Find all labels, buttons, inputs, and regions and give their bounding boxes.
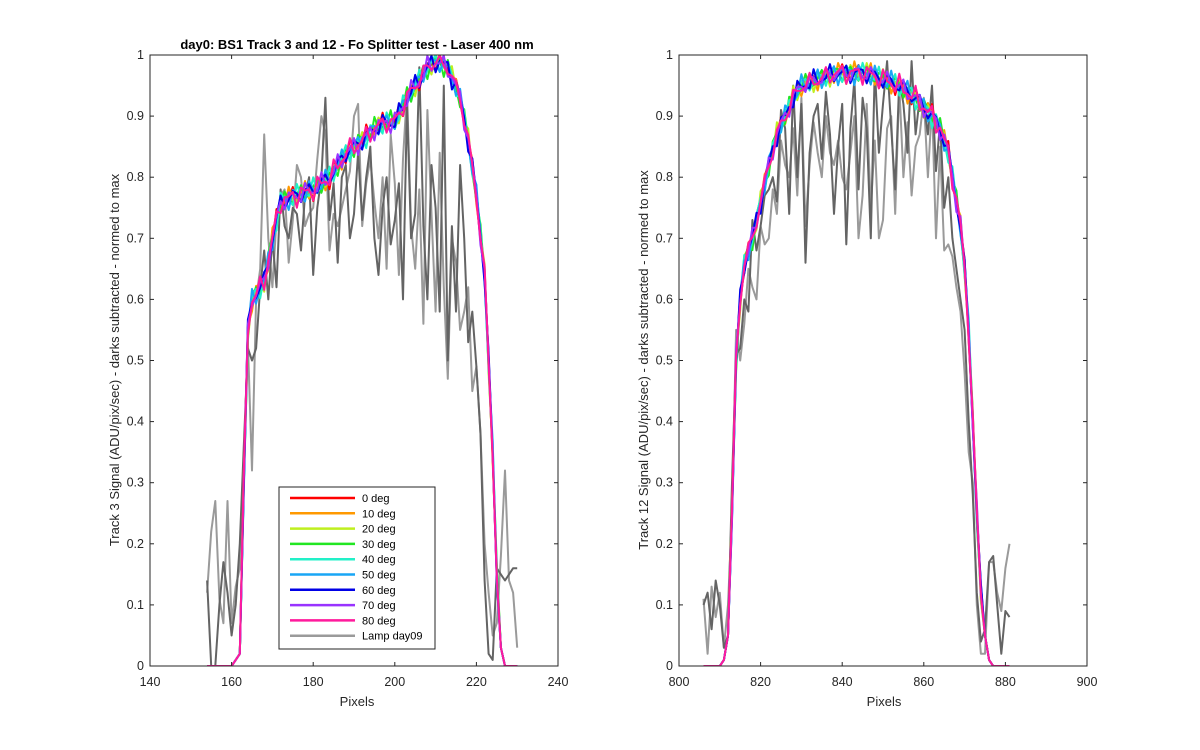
y-tick-label: 0.1 (127, 598, 144, 612)
legend-label: 50 deg (362, 570, 396, 582)
y-tick-label: 1 (666, 48, 673, 62)
x-tick-label: 240 (548, 675, 569, 689)
series-line-lamp (702, 84, 1011, 655)
y-tick-label: 0.9 (127, 109, 144, 123)
legend-label: Lamp day09 (362, 631, 423, 643)
y-tick-label: 0.2 (656, 537, 673, 551)
series-line-80-deg (703, 65, 1010, 666)
y-tick-label: 0 (137, 659, 144, 673)
x-tick-label: 820 (750, 675, 771, 689)
y-tick-label: 0.5 (127, 354, 144, 368)
series-lines (702, 60, 1011, 666)
legend-label: 30 deg (362, 539, 396, 551)
y-tick-label: 0.6 (127, 292, 144, 306)
series-line-80-deg (207, 55, 518, 666)
y-axis-label: Track 12 Signal (ADU/pix/sec) - darks su… (636, 170, 651, 550)
legend: 0 deg 10 deg 20 deg 30 deg 40 deg 50 deg 60 de… (278, 486, 436, 650)
x-axis-label: Pixels (340, 694, 375, 709)
x-tick-label: 140 (140, 675, 161, 689)
legend-label: 10 deg (362, 508, 396, 520)
y-tick-label: 0.1 (656, 598, 673, 612)
x-tick-label: 200 (384, 675, 405, 689)
y-tick-label: 0.3 (656, 476, 673, 490)
x-axis-label: Pixels (867, 694, 902, 709)
plot-area (679, 55, 1087, 666)
legend-label: 70 deg (362, 600, 396, 612)
legend-label: 80 deg (362, 615, 396, 627)
y-tick-label: 0.2 (127, 537, 144, 551)
y-tick-label: 0.7 (656, 231, 673, 245)
y-axis-label: Track 3 Signal (ADU/pix/sec) - darks sub… (107, 173, 122, 546)
x-axis-ticks: 140 160 180 200 220 240 (140, 55, 569, 689)
legend-label: 0 deg (362, 493, 390, 505)
y-tick-label: 0.9 (656, 109, 673, 123)
right-plot: 800 820 840 860 880 900 0 0.1 0.2 0.3 0.4 0.5 0.6 0.… (636, 48, 1097, 709)
legend-label: 20 deg (362, 524, 396, 536)
x-tick-label: 160 (221, 675, 242, 689)
y-tick-label: 0.7 (127, 231, 144, 245)
y-tick-label: 0.5 (656, 354, 673, 368)
x-tick-label: 220 (466, 675, 487, 689)
legend-label: 60 deg (362, 585, 396, 597)
y-tick-label: 1 (137, 48, 144, 62)
series-line-lamp (206, 66, 518, 666)
x-tick-label: 880 (995, 675, 1016, 689)
y-tick-label: 0.6 (656, 292, 673, 306)
y-tick-label: 0 (666, 659, 673, 673)
legend-entries: 0 deg 10 deg 20 deg 30 deg 40 deg 50 deg 60 de… (290, 493, 423, 643)
x-tick-label: 860 (913, 675, 934, 689)
y-axis-ticks: 0 0.1 0.2 0.3 0.4 0.5 0.6 0.7 0.8 0.9 1 (656, 48, 1087, 673)
series-lines (206, 55, 519, 666)
chart-title: day0: BS1 Track 3 and 12 - Fo Splitter t… (180, 37, 533, 52)
x-tick-label: 840 (832, 675, 853, 689)
y-tick-label: 0.4 (127, 415, 144, 429)
left-plot: day0: BS1 Track 3 and 12 - Fo Splitter t… (107, 37, 568, 709)
legend-label: 40 deg (362, 554, 396, 566)
x-tick-label: 900 (1077, 675, 1098, 689)
y-tick-label: 0.4 (656, 415, 673, 429)
y-tick-label: 0.8 (656, 170, 673, 184)
legend-box (278, 486, 436, 650)
y-tick-label: 0.8 (127, 170, 144, 184)
x-tick-label: 180 (303, 675, 324, 689)
y-tick-label: 0.3 (127, 476, 144, 490)
series-line-60-deg (703, 63, 1010, 666)
y-axis-ticks: 0 0.1 0.2 0.3 0.4 0.5 0.6 0.7 0.8 0.9 1 (127, 48, 558, 673)
x-tick-label: 800 (669, 675, 690, 689)
x-axis-ticks: 800 820 840 860 880 900 (669, 55, 1098, 689)
